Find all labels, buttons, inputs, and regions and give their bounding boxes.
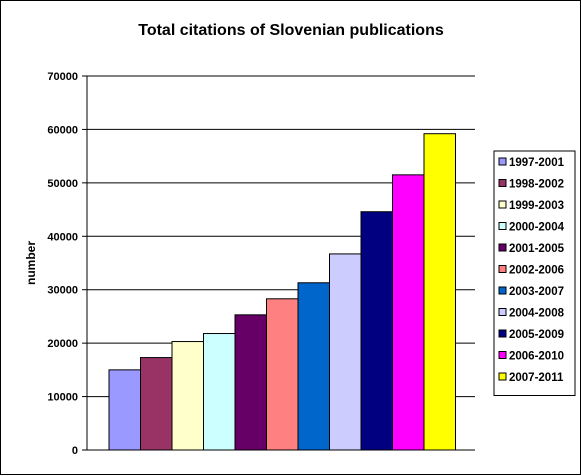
bar-2007-2011 — [423, 133, 456, 451]
legend-label: 2005-2009 — [509, 329, 564, 341]
bar-2000-2004 — [203, 333, 236, 451]
y-tick-label: 50000 — [47, 178, 78, 190]
legend-swatch — [498, 265, 507, 273]
bar-2001-2005 — [234, 314, 267, 451]
bar-2004-2008 — [329, 253, 362, 451]
legend-swatch — [498, 286, 507, 295]
y-tick-label: 30000 — [47, 285, 78, 297]
legend-swatch — [498, 243, 507, 252]
legend-swatch — [498, 329, 507, 338]
bar-1998-2002 — [140, 357, 173, 451]
legend-label: 2006-2010 — [509, 351, 564, 363]
legend-label: 1999-2003 — [509, 200, 564, 212]
y-tick-label: 70000 — [47, 71, 78, 83]
legend-label: 2001-2005 — [509, 243, 565, 255]
bar-2005-2009 — [360, 211, 393, 451]
y-tick-label: 60000 — [47, 124, 78, 136]
legend-label: 2003-2007 — [509, 286, 564, 298]
bar-1997-2001 — [108, 369, 141, 451]
legend-label: 2004-2008 — [509, 308, 565, 320]
legend-label: 1998-2002 — [509, 179, 564, 191]
legend-label: 2002-2006 — [509, 265, 564, 277]
legend-label: 2007-2011 — [509, 372, 564, 384]
bar-2006-2010 — [392, 174, 425, 451]
legend-label: 2000-2004 — [509, 222, 565, 234]
legend-swatch — [498, 200, 507, 209]
legend-swatch — [498, 157, 507, 166]
bar-1999-2003 — [171, 341, 204, 451]
plot-area: 0 10000 20000 30000 40000 50000 60000 70000 — [47, 71, 475, 457]
legend-swatch — [498, 222, 507, 230]
bar-2002-2006 — [266, 298, 299, 451]
y-tick-label: 0 — [72, 445, 78, 457]
legend-box — [493, 150, 576, 396]
y-tick-label: 20000 — [47, 338, 78, 350]
bar-2003-2007 — [297, 282, 330, 451]
y-tick-label: 10000 — [47, 392, 78, 404]
legend-label: 1997-2001 — [509, 157, 565, 169]
y-tick-label: 40000 — [47, 231, 78, 243]
legend-swatch — [498, 372, 507, 381]
legend-swatch — [498, 179, 507, 187]
chart-title: Total citations of Slovenian publication… — [138, 22, 444, 39]
legend-swatch — [498, 351, 507, 359]
legend: 1997-2001 1998-2002 1999-2003 2000-2004 2001… — [493, 150, 576, 396]
legend-swatch — [498, 308, 507, 316]
y-axis-label: number — [24, 241, 38, 285]
